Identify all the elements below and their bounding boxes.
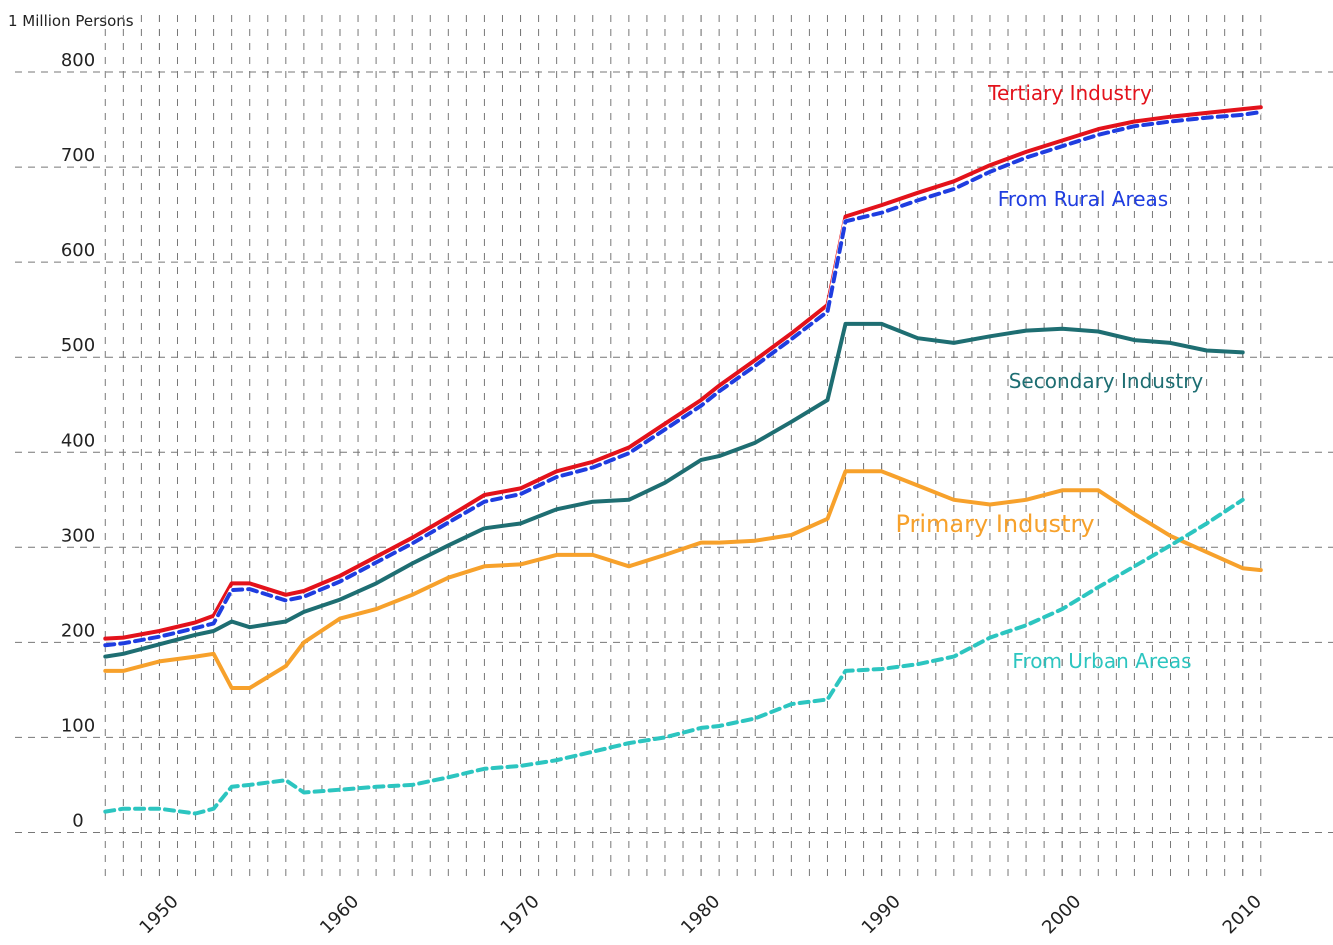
- x-tick-label: 1990: [858, 891, 905, 938]
- y-tick-label: 100: [61, 715, 95, 736]
- series-label: Secondary Industry: [1009, 369, 1204, 393]
- x-tick-label: 2000: [1038, 891, 1085, 938]
- y-tick-label: 300: [61, 525, 95, 546]
- y-tick-label: 500: [61, 335, 95, 356]
- series-label: From Urban Areas: [1012, 649, 1191, 673]
- x-tick-label: 1950: [135, 891, 182, 938]
- y-tick-label: 200: [61, 620, 95, 641]
- series-line: [103, 321, 1245, 659]
- series-line: [103, 469, 1263, 690]
- series-label: Primary Industry: [895, 510, 1094, 538]
- x-tick-label: 2010: [1219, 891, 1266, 938]
- y-tick-label: 400: [61, 430, 95, 451]
- y-tick-label: 700: [61, 145, 95, 166]
- y-axis-label: 1 Million Persons: [8, 12, 134, 30]
- y-tick-label: 800: [61, 50, 95, 71]
- series-label: From Rural Areas: [998, 187, 1168, 211]
- x-tick-label: 1980: [677, 891, 724, 938]
- x-tick-label: 1960: [316, 891, 363, 938]
- y-tick-label: 600: [61, 240, 95, 261]
- x-tick-label: 1970: [497, 891, 544, 938]
- series-line: [103, 497, 1245, 816]
- series-label: Tertiary Industry: [987, 81, 1152, 105]
- series-line: [103, 110, 1263, 648]
- series-line: [103, 105, 1263, 641]
- y-tick-label: 0: [72, 810, 83, 831]
